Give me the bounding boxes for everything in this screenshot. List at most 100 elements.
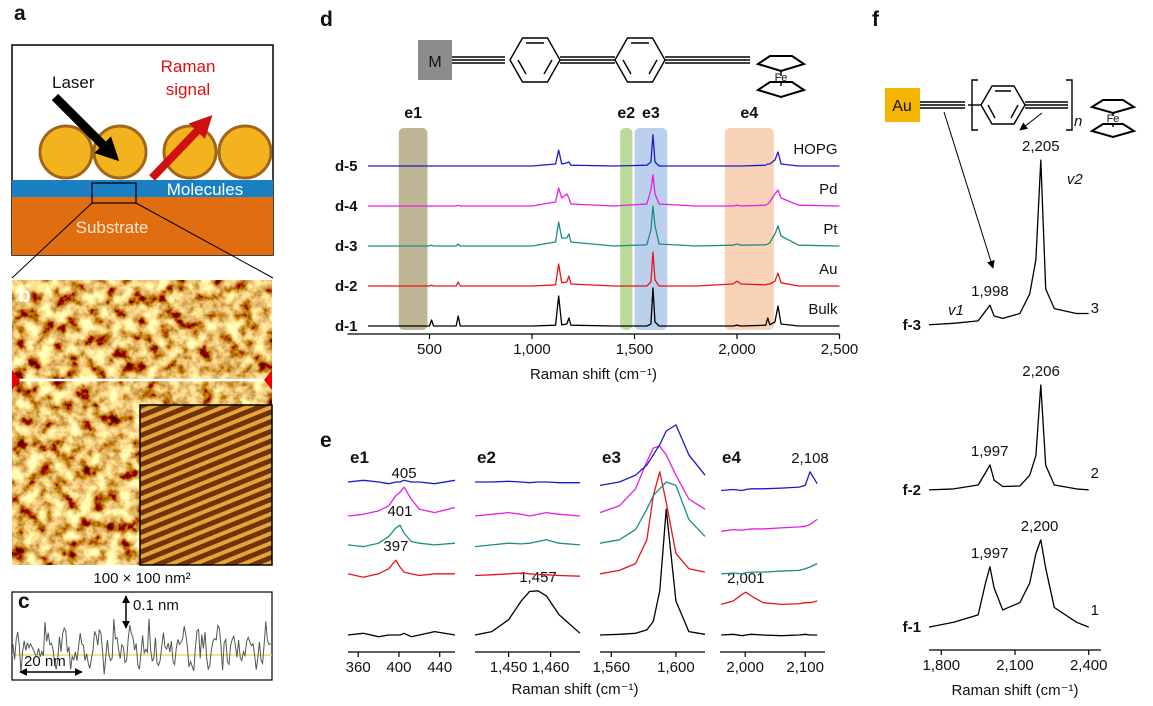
x-tick-label: 1,800	[923, 657, 961, 674]
series-label: f-1	[903, 619, 921, 636]
panel-b: b 100 × 100 nm²	[12, 280, 272, 587]
structure-d-part	[560, 57, 615, 63]
figure: a Laser Raman signal Molecules Substrate…	[0, 0, 1153, 701]
spectrum	[929, 385, 1089, 490]
band	[725, 128, 774, 330]
peak-label: 401	[387, 503, 412, 520]
peak-label: 405	[392, 465, 417, 482]
x-tick-label: 2,000	[726, 659, 764, 676]
series-end-label: Au	[819, 261, 837, 278]
series-end-label: 2	[1091, 465, 1099, 482]
band-label: e2	[617, 105, 635, 122]
mode-label: v2	[1067, 171, 1084, 188]
repeat-label: n	[1074, 113, 1082, 130]
x-tick-label: 1,460	[532, 659, 570, 676]
x-tick-label: 2,100	[786, 659, 824, 676]
metal-label: Au	[892, 98, 912, 115]
panel-label: f	[872, 8, 880, 31]
panel-label: c	[18, 590, 30, 613]
x-tick-label: 360	[346, 659, 371, 676]
laser-label: Laser	[52, 73, 95, 92]
band-label: e1	[404, 105, 422, 122]
peak-label: 2,205	[1022, 138, 1060, 155]
series-end-label: Pt	[823, 221, 838, 238]
structure-f-part	[1092, 100, 1134, 113]
structure-d-part	[615, 38, 665, 82]
x-tick-label: 2,000	[718, 341, 756, 358]
structure-f-part	[920, 102, 965, 108]
panel-title: e4	[722, 448, 741, 467]
panel-label: b	[18, 284, 31, 307]
peak-label: 2,200	[1021, 518, 1059, 535]
spectrum	[348, 560, 455, 577]
series-end-label: 1	[1091, 602, 1099, 619]
peak-label: 1,457	[519, 569, 557, 586]
mode-label: v1	[948, 302, 964, 319]
structure-f-part	[944, 112, 993, 268]
band	[620, 128, 632, 330]
raman-label: Raman	[161, 57, 216, 76]
spectrum	[600, 472, 705, 574]
spectrum	[600, 509, 705, 635]
series-label: d-2	[335, 278, 358, 295]
peak-label: 397	[383, 538, 408, 555]
band-label: e4	[740, 105, 758, 122]
band	[399, 128, 428, 330]
height-label: 0.1 nm	[133, 597, 179, 614]
spectrum	[721, 634, 817, 635]
series-end-label: Pd	[819, 181, 837, 198]
structure-d-part	[665, 57, 750, 63]
spectrum	[475, 591, 580, 635]
band-label: e3	[642, 105, 660, 122]
x-tick-label: 1,000	[513, 341, 551, 358]
afm-inset	[140, 405, 272, 565]
substrate-label: Substrate	[76, 218, 149, 237]
panel-label: d	[320, 8, 333, 31]
page: { "figure": { "a": {"panel_label": "a", …	[0, 0, 1153, 701]
structure-f-part	[988, 91, 1018, 118]
structure-d-part	[452, 57, 505, 63]
spectrum	[721, 519, 817, 531]
x-tick-label: 400	[386, 659, 411, 676]
series-label: d-1	[335, 318, 358, 335]
x-tick-label: 2,500	[821, 341, 859, 358]
spectrum	[348, 480, 455, 483]
peak-label: 1,997	[971, 545, 1009, 562]
structure-f-part	[1025, 102, 1068, 108]
structure-d-part	[623, 43, 657, 74]
panel-title: e2	[477, 448, 496, 467]
spectrum	[721, 472, 817, 491]
x-tick-label: 1,560	[593, 659, 631, 676]
spectrum	[348, 632, 455, 637]
series-label: d-5	[335, 158, 358, 175]
structure-d-part	[758, 56, 804, 71]
x-tick-label: 2,100	[996, 657, 1034, 674]
spectrum	[721, 592, 817, 604]
raman-label: signal	[166, 80, 210, 99]
peak-label: 1,998	[971, 283, 1009, 300]
panel-title: e1	[350, 448, 369, 467]
x-axis-label: Raman shift (cm⁻¹)	[530, 366, 657, 383]
structure-f	[885, 80, 1134, 268]
spectrum	[929, 160, 1089, 325]
x-tick-label: 1,500	[616, 341, 654, 358]
structure-d	[418, 38, 804, 97]
series-label: d-4	[335, 198, 358, 215]
x-axis-label: Raman shift (cm⁻¹)	[511, 681, 638, 698]
x-tick-label: 440	[427, 659, 452, 676]
width-label: 20 nm	[24, 653, 66, 670]
x-tick-label: 1,600	[657, 659, 695, 676]
spectrum	[475, 540, 580, 547]
structure-d-part	[518, 43, 552, 74]
series-label: f-3	[903, 317, 921, 334]
series-label: f-2	[903, 482, 921, 499]
spectrum	[475, 513, 580, 516]
x-tick-label: 2,400	[1070, 657, 1108, 674]
series-end-label: Bulk	[808, 301, 838, 318]
panel-c: c 0.1 nm 20 nm	[12, 590, 272, 680]
nanoparticle	[219, 126, 271, 178]
panel-label: a	[14, 2, 26, 25]
metal-label: M	[428, 54, 441, 71]
iron-label: Fe	[1107, 113, 1120, 125]
panel-a: a Laser Raman signal Molecules Substrate	[12, 2, 273, 278]
